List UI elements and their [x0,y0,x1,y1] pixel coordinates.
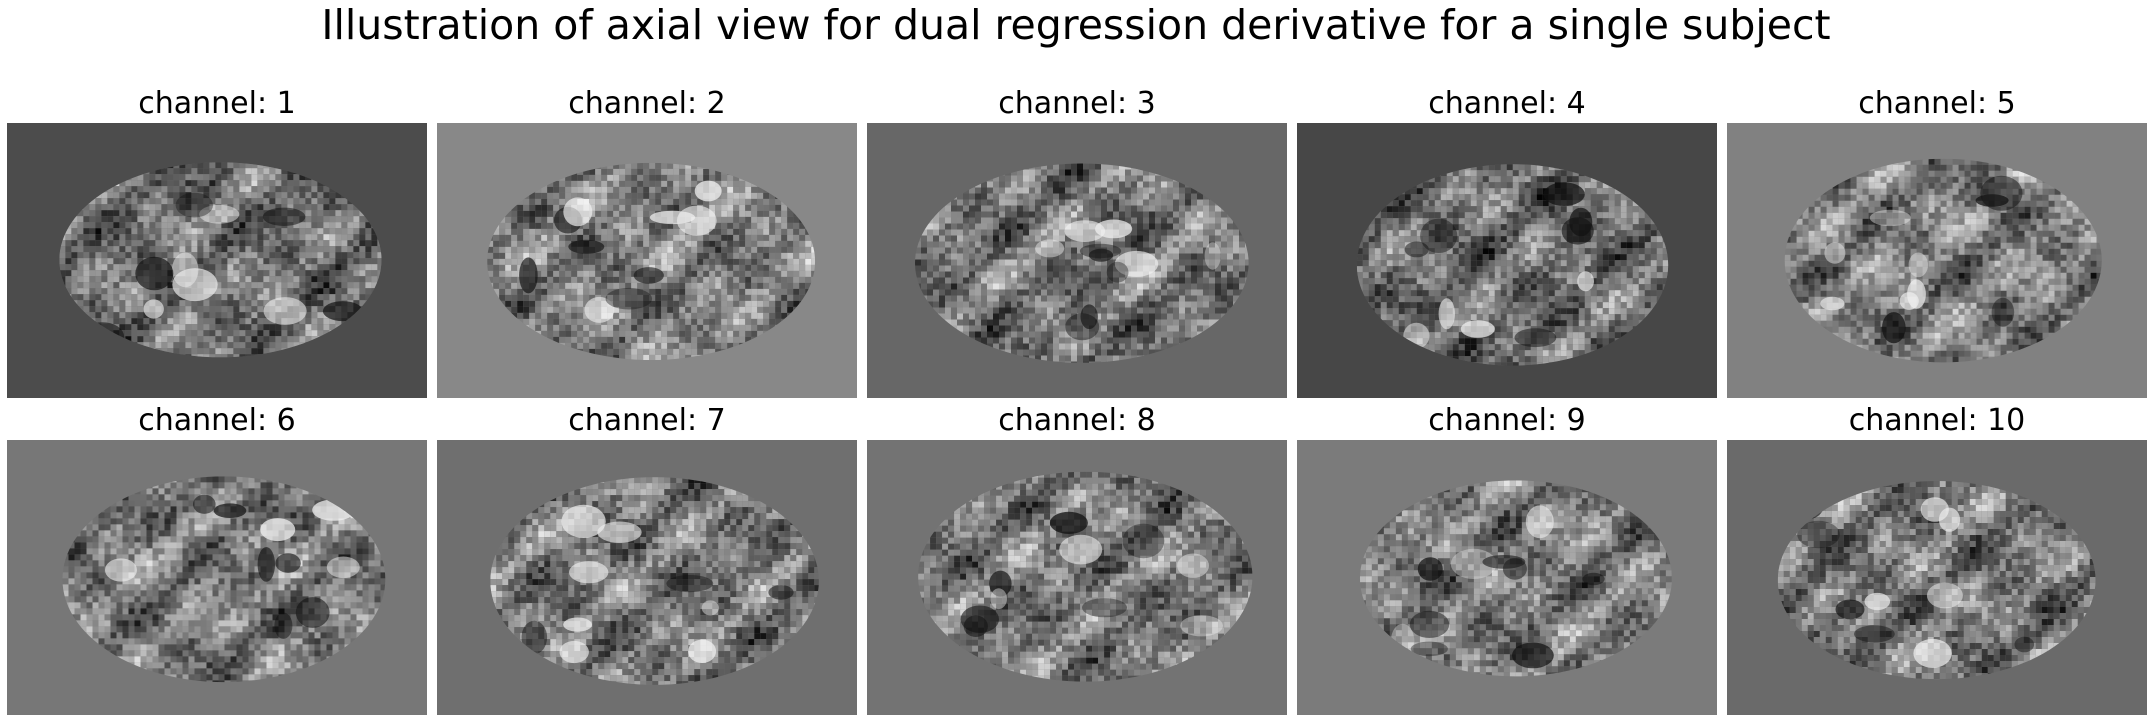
panel-title: channel: 6 [138,403,296,438]
brain-slice-image [1297,440,1717,715]
panel-channel-10: channel: 10 [1727,403,2147,715]
panel-channel-6: channel: 6 [7,403,427,715]
brain-slice-image [7,440,427,715]
panel-title: channel: 10 [1848,403,2026,438]
panel-title: channel: 8 [998,403,1156,438]
brain-slice-image [867,440,1287,715]
brain-slice-image [1727,440,2147,715]
panel-title: channel: 7 [568,403,726,438]
panel-channel-7: channel: 7 [437,403,857,715]
panel-channel-8: channel: 8 [867,403,1287,715]
panel-channel-1: channel: 1 [7,86,427,398]
panel-title: channel: 3 [998,86,1156,121]
brain-slice-image [437,123,857,398]
panel-title: channel: 1 [138,86,296,121]
brain-slice-image [1297,123,1717,398]
panel-title: channel: 5 [1858,86,2016,121]
panel-title: channel: 4 [1428,86,1586,121]
panel-channel-9: channel: 9 [1297,403,1717,715]
panel-channel-5: channel: 5 [1727,86,2147,398]
brain-slice-image [1727,123,2147,398]
panel-channel-4: channel: 4 [1297,86,1717,398]
figure-title: Illustration of axial view for dual regr… [321,1,1831,49]
brain-slice-image [7,123,427,398]
panel-channel-2: channel: 2 [437,86,857,398]
brain-slice-image [437,440,857,715]
panel-title: channel: 9 [1428,403,1586,438]
panel-channel-3: channel: 3 [867,86,1287,398]
panel-title: channel: 2 [568,86,726,121]
brain-slice-image [867,123,1287,398]
